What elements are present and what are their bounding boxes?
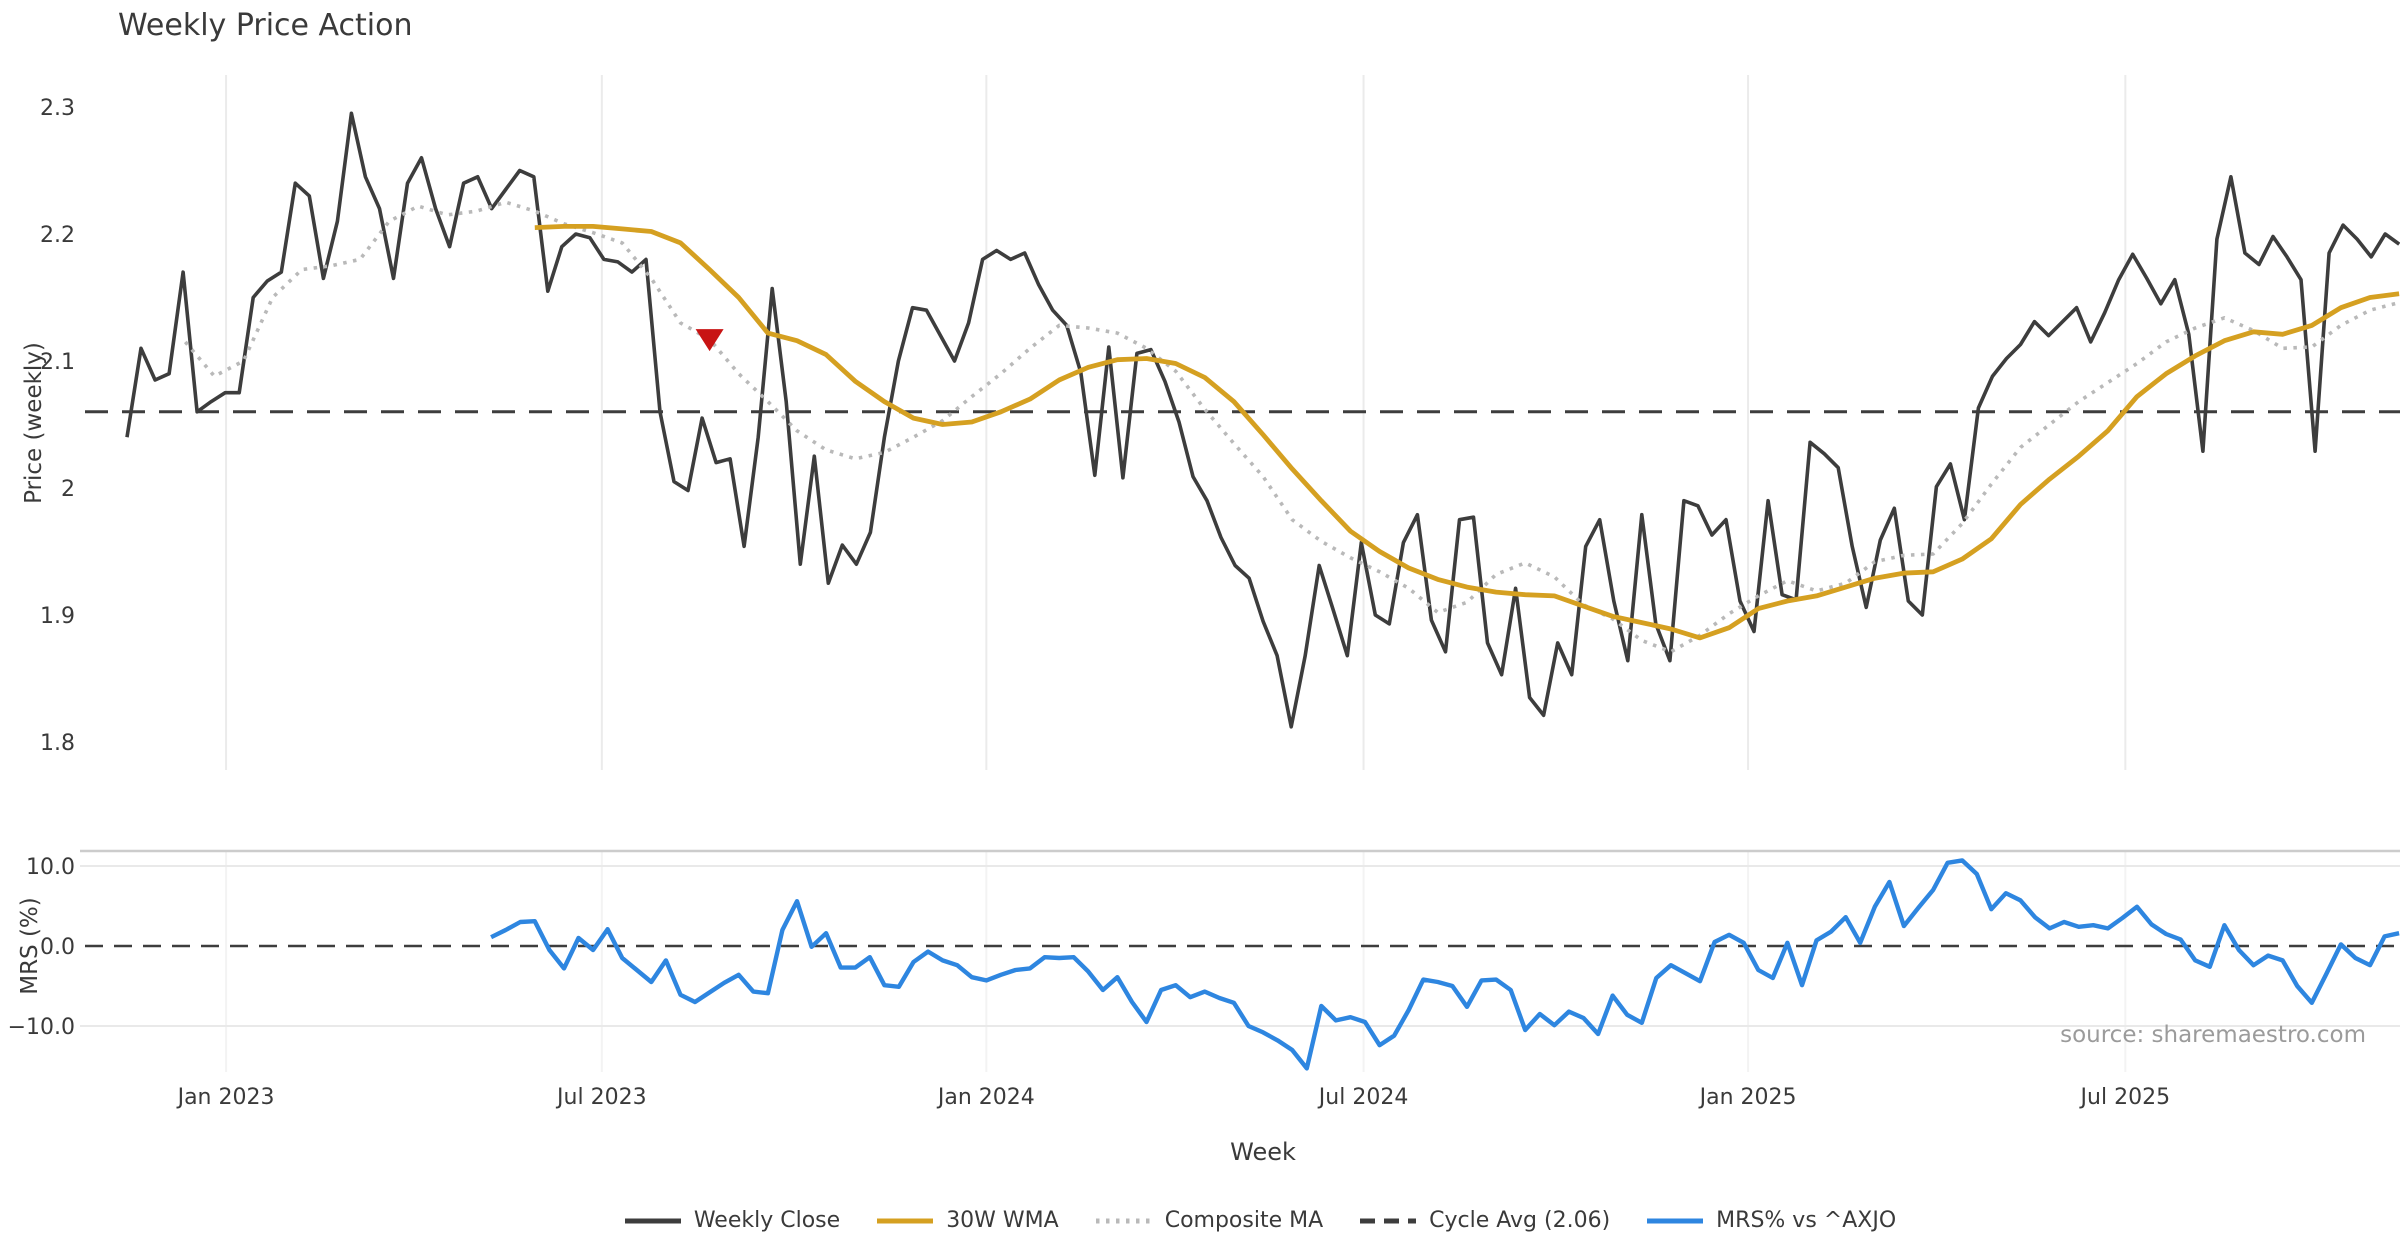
legend-label: Cycle Avg (2.06) (1429, 1208, 1611, 1233)
legend-label: MRS% vs ^AXJO (1716, 1208, 1897, 1233)
legend-swatch-solid-icon (1647, 1218, 1704, 1223)
legend-item-composite-ma: Composite MA (1095, 1208, 1323, 1233)
price-y-tick-label: 1.8 (40, 731, 75, 756)
mrs-y-tick-label: −10.0 (8, 1015, 75, 1040)
x-tick-label: Jan 2024 (936, 1085, 1035, 1110)
mrs-vs-axjo-series-line (490, 858, 2400, 1071)
legend-swatch-solid-icon (877, 1218, 934, 1223)
y-axis-label-mrs: MRS (%) (17, 897, 43, 995)
price-y-tick-label: 1.9 (40, 604, 75, 629)
price-y-tick-label: 2 (61, 477, 75, 502)
y-axis-label-price: Price (weekly) (21, 342, 47, 504)
sell-signal-triangle-icon (695, 329, 724, 352)
price-y-tick-label: 2.2 (40, 223, 75, 248)
x-tick-label: Jul 2023 (555, 1085, 647, 1110)
composite-ma-series-line (183, 200, 2400, 654)
legend-label: Weekly Close (693, 1208, 841, 1233)
30w-wma-series-line (534, 224, 2400, 641)
legend-label: 30W WMA (946, 1208, 1059, 1233)
legend-label: Composite MA (1164, 1208, 1324, 1233)
legend-item-cycle-avg-2-06-: Cycle Avg (2.06) (1359, 1208, 1610, 1233)
chart-title: Weekly Price Action (118, 8, 413, 43)
x-axis-label-week: Week (1230, 1138, 1296, 1166)
x-tick-label: Jul 2025 (2079, 1085, 2171, 1110)
mrs-y-tick-label: 10.0 (26, 855, 75, 880)
price-y-tick-label: 2.1 (40, 350, 75, 375)
legend-swatch-dotted-icon (1095, 1218, 1152, 1223)
chart-legend: Weekly Close 30W WMA Composite MA Cycle … (120, 1208, 2400, 1233)
x-tick-label: Jul 2024 (1317, 1085, 1409, 1110)
legend-swatch-solid-icon (624, 1218, 681, 1223)
mrs-y-tick-label: 0.0 (40, 935, 75, 960)
legend-item-mrs-vs-axjo: MRS% vs ^AXJO (1646, 1208, 1896, 1233)
legend-swatch-dashed-icon (1360, 1218, 1417, 1223)
source-attribution: source: sharemaestro.com (2060, 1022, 2366, 1048)
x-tick-label: Jan 2025 (1698, 1085, 1797, 1110)
x-tick-label: Jan 2023 (176, 1085, 275, 1110)
legend-item-30w-wma: 30W WMA (876, 1208, 1059, 1233)
weekly-close-series-line (125, 111, 2400, 729)
price-y-tick-label: 2.3 (40, 96, 75, 121)
legend-item-weekly-close: Weekly Close (624, 1208, 840, 1233)
